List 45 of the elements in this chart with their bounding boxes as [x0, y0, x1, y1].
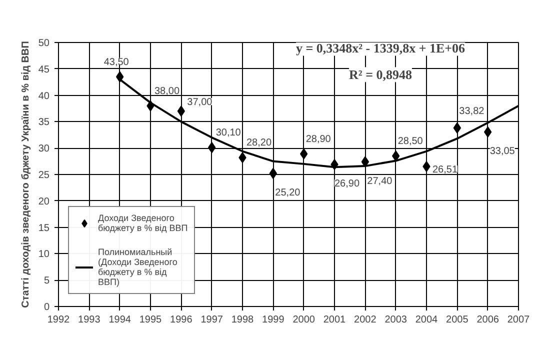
x-tick-label: 1995 [139, 314, 162, 326]
y-axis-title: Статті доходів зведеного бджету України в % від ВВП [20, 41, 32, 308]
x-tick-label: 1992 [47, 314, 70, 326]
x-tick-label: 2002 [354, 314, 377, 326]
y-tick-label: 5 [44, 276, 50, 287]
y-tick-label: 20 [38, 196, 50, 208]
x-tick-label: 1996 [170, 314, 193, 326]
y-tick-label: 25 [38, 170, 50, 181]
y-tick-label: 15 [38, 222, 50, 234]
data-label: 28,20 [246, 138, 272, 149]
x-tick-label: 1993 [78, 314, 101, 326]
x-tick-label: 1998 [231, 314, 254, 326]
x-tick-label: 2007 [507, 314, 530, 326]
y-tick-label: 30 [38, 144, 50, 155]
y-tick-label: 50 [38, 38, 50, 49]
y-tick-label: 40 [38, 90, 50, 102]
x-tick-label: 2005 [446, 314, 469, 326]
data-label: 37,00 [187, 97, 213, 108]
legend-label: Полиномиальный (Доходи Зведеного бюджету в % від ВВП) [98, 247, 178, 287]
data-label: 26,90 [334, 178, 360, 190]
y-tick-label: 10 [38, 249, 50, 260]
data-label: 25,20 [275, 187, 301, 198]
data-label: 28,90 [306, 134, 332, 145]
data-label: 33,82 [459, 106, 485, 117]
x-tick-label: 1994 [108, 314, 132, 326]
x-tick-label: 2004 [415, 314, 438, 326]
data-label: 28,50 [398, 136, 424, 148]
x-tick-label: 2006 [476, 314, 500, 326]
data-label: 30,10 [216, 128, 242, 139]
data-label: 27,40 [367, 176, 393, 187]
y-tick-label: 0 [44, 302, 50, 313]
x-tick-label: 2000 [292, 314, 316, 326]
y-tick-label: 45 [38, 64, 50, 76]
annotation: R² = 0,8948 [349, 67, 412, 82]
x-tick-label: 1997 [200, 314, 224, 326]
x-tick-label: 2003 [384, 314, 408, 326]
x-tick-label: 1999 [262, 314, 285, 326]
legend-label: Доходи Зведеного бюджету в % від ВВП [98, 213, 188, 233]
data-label: 26,51 [432, 164, 458, 176]
data-label: 38,00 [154, 86, 180, 97]
annotation: y = 0,3348x² - 1339,8x + 1E+06 [296, 40, 466, 56]
data-label: 33,05 [490, 146, 516, 157]
data-label: 43,50 [104, 56, 130, 68]
x-tick-label: 2001 [323, 314, 346, 326]
y-tick-label: 35 [38, 117, 50, 128]
